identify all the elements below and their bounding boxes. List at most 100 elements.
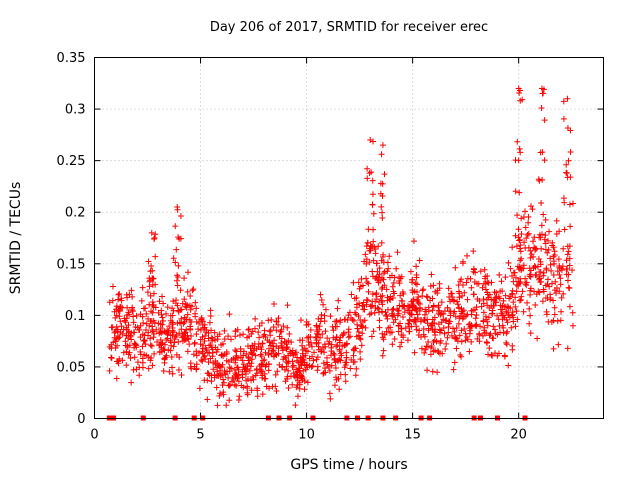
data-point	[375, 243, 382, 250]
data-point	[170, 307, 177, 314]
data-point	[317, 334, 324, 341]
data-point	[240, 384, 247, 391]
data-point	[286, 331, 293, 338]
data-point	[464, 296, 471, 303]
data-point	[154, 338, 161, 345]
data-point	[133, 344, 140, 351]
data-point	[540, 211, 547, 218]
data-point	[558, 294, 565, 301]
data-point	[172, 333, 179, 340]
data-point	[512, 188, 519, 195]
data-point	[199, 345, 206, 352]
data-point	[350, 317, 357, 324]
data-point	[380, 259, 387, 266]
data-point	[413, 263, 420, 270]
data-point	[557, 317, 564, 324]
data-point	[143, 310, 150, 317]
data-point	[248, 387, 255, 394]
data-point	[164, 304, 171, 311]
data-point	[199, 358, 206, 365]
data-point	[143, 352, 150, 359]
data-point	[523, 235, 530, 242]
data-point	[492, 294, 499, 301]
data-point	[232, 347, 239, 354]
data-point	[544, 276, 551, 283]
data-point	[266, 338, 273, 345]
data-point	[425, 338, 432, 345]
data-point	[442, 317, 449, 324]
data-point	[236, 393, 243, 400]
data-point	[370, 238, 377, 245]
data-point	[480, 300, 487, 307]
data-point	[545, 246, 552, 253]
data-point	[413, 289, 420, 296]
data-point	[290, 352, 297, 359]
data-point	[243, 377, 250, 384]
data-point	[161, 347, 168, 354]
data-point	[409, 303, 416, 310]
data-point	[140, 305, 147, 312]
data-point	[429, 295, 436, 302]
data-point	[481, 327, 488, 334]
data-point	[383, 311, 390, 318]
data-point	[322, 343, 329, 350]
data-point	[393, 265, 400, 272]
data-point	[496, 295, 503, 302]
data-point	[109, 283, 116, 290]
data-point	[301, 378, 308, 385]
data-point	[541, 236, 548, 243]
data-point	[243, 350, 250, 357]
data-point	[138, 297, 145, 304]
data-point	[185, 336, 192, 343]
data-point	[137, 311, 144, 318]
data-point	[270, 301, 277, 308]
data-point	[269, 383, 276, 390]
data-point	[364, 279, 371, 286]
data-point	[389, 294, 396, 301]
data-point	[216, 363, 223, 370]
data-point	[538, 104, 545, 111]
data-point	[265, 345, 272, 352]
data-point	[265, 367, 272, 374]
data-point	[252, 372, 259, 379]
data-point	[350, 352, 357, 359]
data-point	[178, 320, 185, 327]
data-point	[436, 326, 443, 333]
data-point	[137, 351, 144, 358]
data-point	[471, 278, 478, 285]
data-point	[128, 379, 135, 386]
data-point	[294, 369, 301, 376]
data-point	[197, 336, 204, 343]
data-point	[299, 342, 306, 349]
data-point	[319, 331, 326, 338]
data-point	[236, 332, 243, 339]
data-point	[499, 302, 506, 309]
data-point	[512, 303, 519, 310]
data-point	[334, 323, 341, 330]
data-point	[258, 320, 265, 327]
data-point	[565, 271, 572, 278]
data-point	[410, 238, 417, 245]
data-point	[497, 329, 504, 336]
data-point	[548, 267, 555, 274]
data-point	[147, 292, 154, 299]
data-point	[201, 338, 208, 345]
data-point	[262, 349, 269, 356]
data-point	[429, 307, 436, 314]
data-point	[204, 396, 211, 403]
data-point	[324, 335, 331, 342]
data-point	[322, 328, 329, 335]
data-point	[512, 323, 519, 330]
data-point	[467, 327, 474, 334]
data-point	[130, 319, 137, 326]
data-point	[537, 149, 544, 156]
data-point	[139, 343, 146, 350]
data-point	[513, 308, 520, 315]
data-point	[390, 279, 397, 286]
data-point	[124, 342, 131, 349]
data-point	[563, 170, 570, 177]
data-point	[551, 287, 558, 294]
data-point	[205, 359, 212, 366]
data-point	[148, 354, 155, 361]
data-point	[451, 328, 458, 335]
